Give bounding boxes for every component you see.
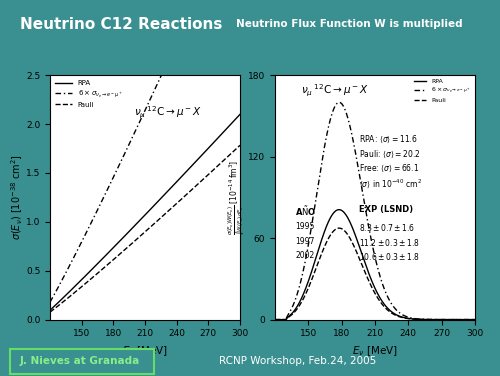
FancyBboxPatch shape xyxy=(10,349,154,374)
Text: Neutrino C12 Reactions: Neutrino C12 Reactions xyxy=(20,17,222,32)
Text: RCNP Workshop, Feb.24, 2005: RCNP Workshop, Feb.24, 2005 xyxy=(220,356,376,366)
Text: $\langle\sigma\rangle$ in $10^{-40}$ cm$^2$: $\langle\sigma\rangle$ in $10^{-40}$ cm$… xyxy=(359,178,422,190)
Text: 2002: 2002 xyxy=(295,251,314,260)
Text: Neutrino Flux Function W is multiplied: Neutrino Flux Function W is multiplied xyxy=(236,20,462,29)
X-axis label: $E_\nu$ [MeV]: $E_\nu$ [MeV] xyxy=(352,344,398,358)
Text: $11.2\pm0.3\pm1.8$: $11.2\pm0.3\pm1.8$ xyxy=(359,237,420,247)
Text: Pauli: $\langle\sigma\rangle = 20.2$: Pauli: $\langle\sigma\rangle = 20.2$ xyxy=(359,149,420,160)
Text: $\nu_{\mu}\,^{12}\mathrm{C} \to \mu^- X$: $\nu_{\mu}\,^{12}\mathrm{C} \to \mu^- X$ xyxy=(301,82,369,99)
Text: Free: $\langle\sigma\rangle = 66.1$: Free: $\langle\sigma\rangle = 66.1$ xyxy=(359,163,419,174)
Text: J. Nieves at Granada: J. Nieves at Granada xyxy=(20,356,140,366)
Text: 1997: 1997 xyxy=(295,237,314,246)
Text: A$\tilde{\rm N}$O: A$\tilde{\rm N}$O xyxy=(295,205,316,218)
X-axis label: $E_\nu$ [MeV]: $E_\nu$ [MeV] xyxy=(122,344,168,358)
Y-axis label: $\sigma(E_\nu)$ $[10^{-38}$ cm$^2]$: $\sigma(E_\nu)$ $[10^{-38}$ cm$^2]$ xyxy=(9,155,24,240)
Text: RPA: $\langle\sigma\rangle = 11.6$: RPA: $\langle\sigma\rangle = 11.6$ xyxy=(359,134,418,145)
Y-axis label: $\frac{\sigma(E_\nu)W(E_\nu)}{\int W(E_\nu)dE_\nu}$ $[10^{-14}\,\mathrm{fm}^3]$: $\frac{\sigma(E_\nu)W(E_\nu)}{\int W(E_\… xyxy=(226,160,246,235)
Text: $\nu_{\mu}\,^{12}\mathrm{C} \to \mu^- X$: $\nu_{\mu}\,^{12}\mathrm{C} \to \mu^- X$ xyxy=(134,105,202,121)
Legend: RPA, $6\times\sigma_{\nu_e\to e^-\mu^+}$, Pauli: RPA, $6\times\sigma_{\nu_e\to e^-\mu^+}$… xyxy=(413,78,472,104)
Text: 1995: 1995 xyxy=(295,222,314,231)
Text: EXP (LSND): EXP (LSND) xyxy=(359,205,413,214)
Legend: RPA, $6\times\sigma_{\nu_e\to e^-\mu^+}$, Pauli: RPA, $6\times\sigma_{\nu_e\to e^-\mu^+}$… xyxy=(54,79,124,109)
Text: $8.3\pm0.7\pm1.6$: $8.3\pm0.7\pm1.6$ xyxy=(359,222,415,233)
Text: $10.6\pm0.3\pm1.8$: $10.6\pm0.3\pm1.8$ xyxy=(359,251,420,262)
